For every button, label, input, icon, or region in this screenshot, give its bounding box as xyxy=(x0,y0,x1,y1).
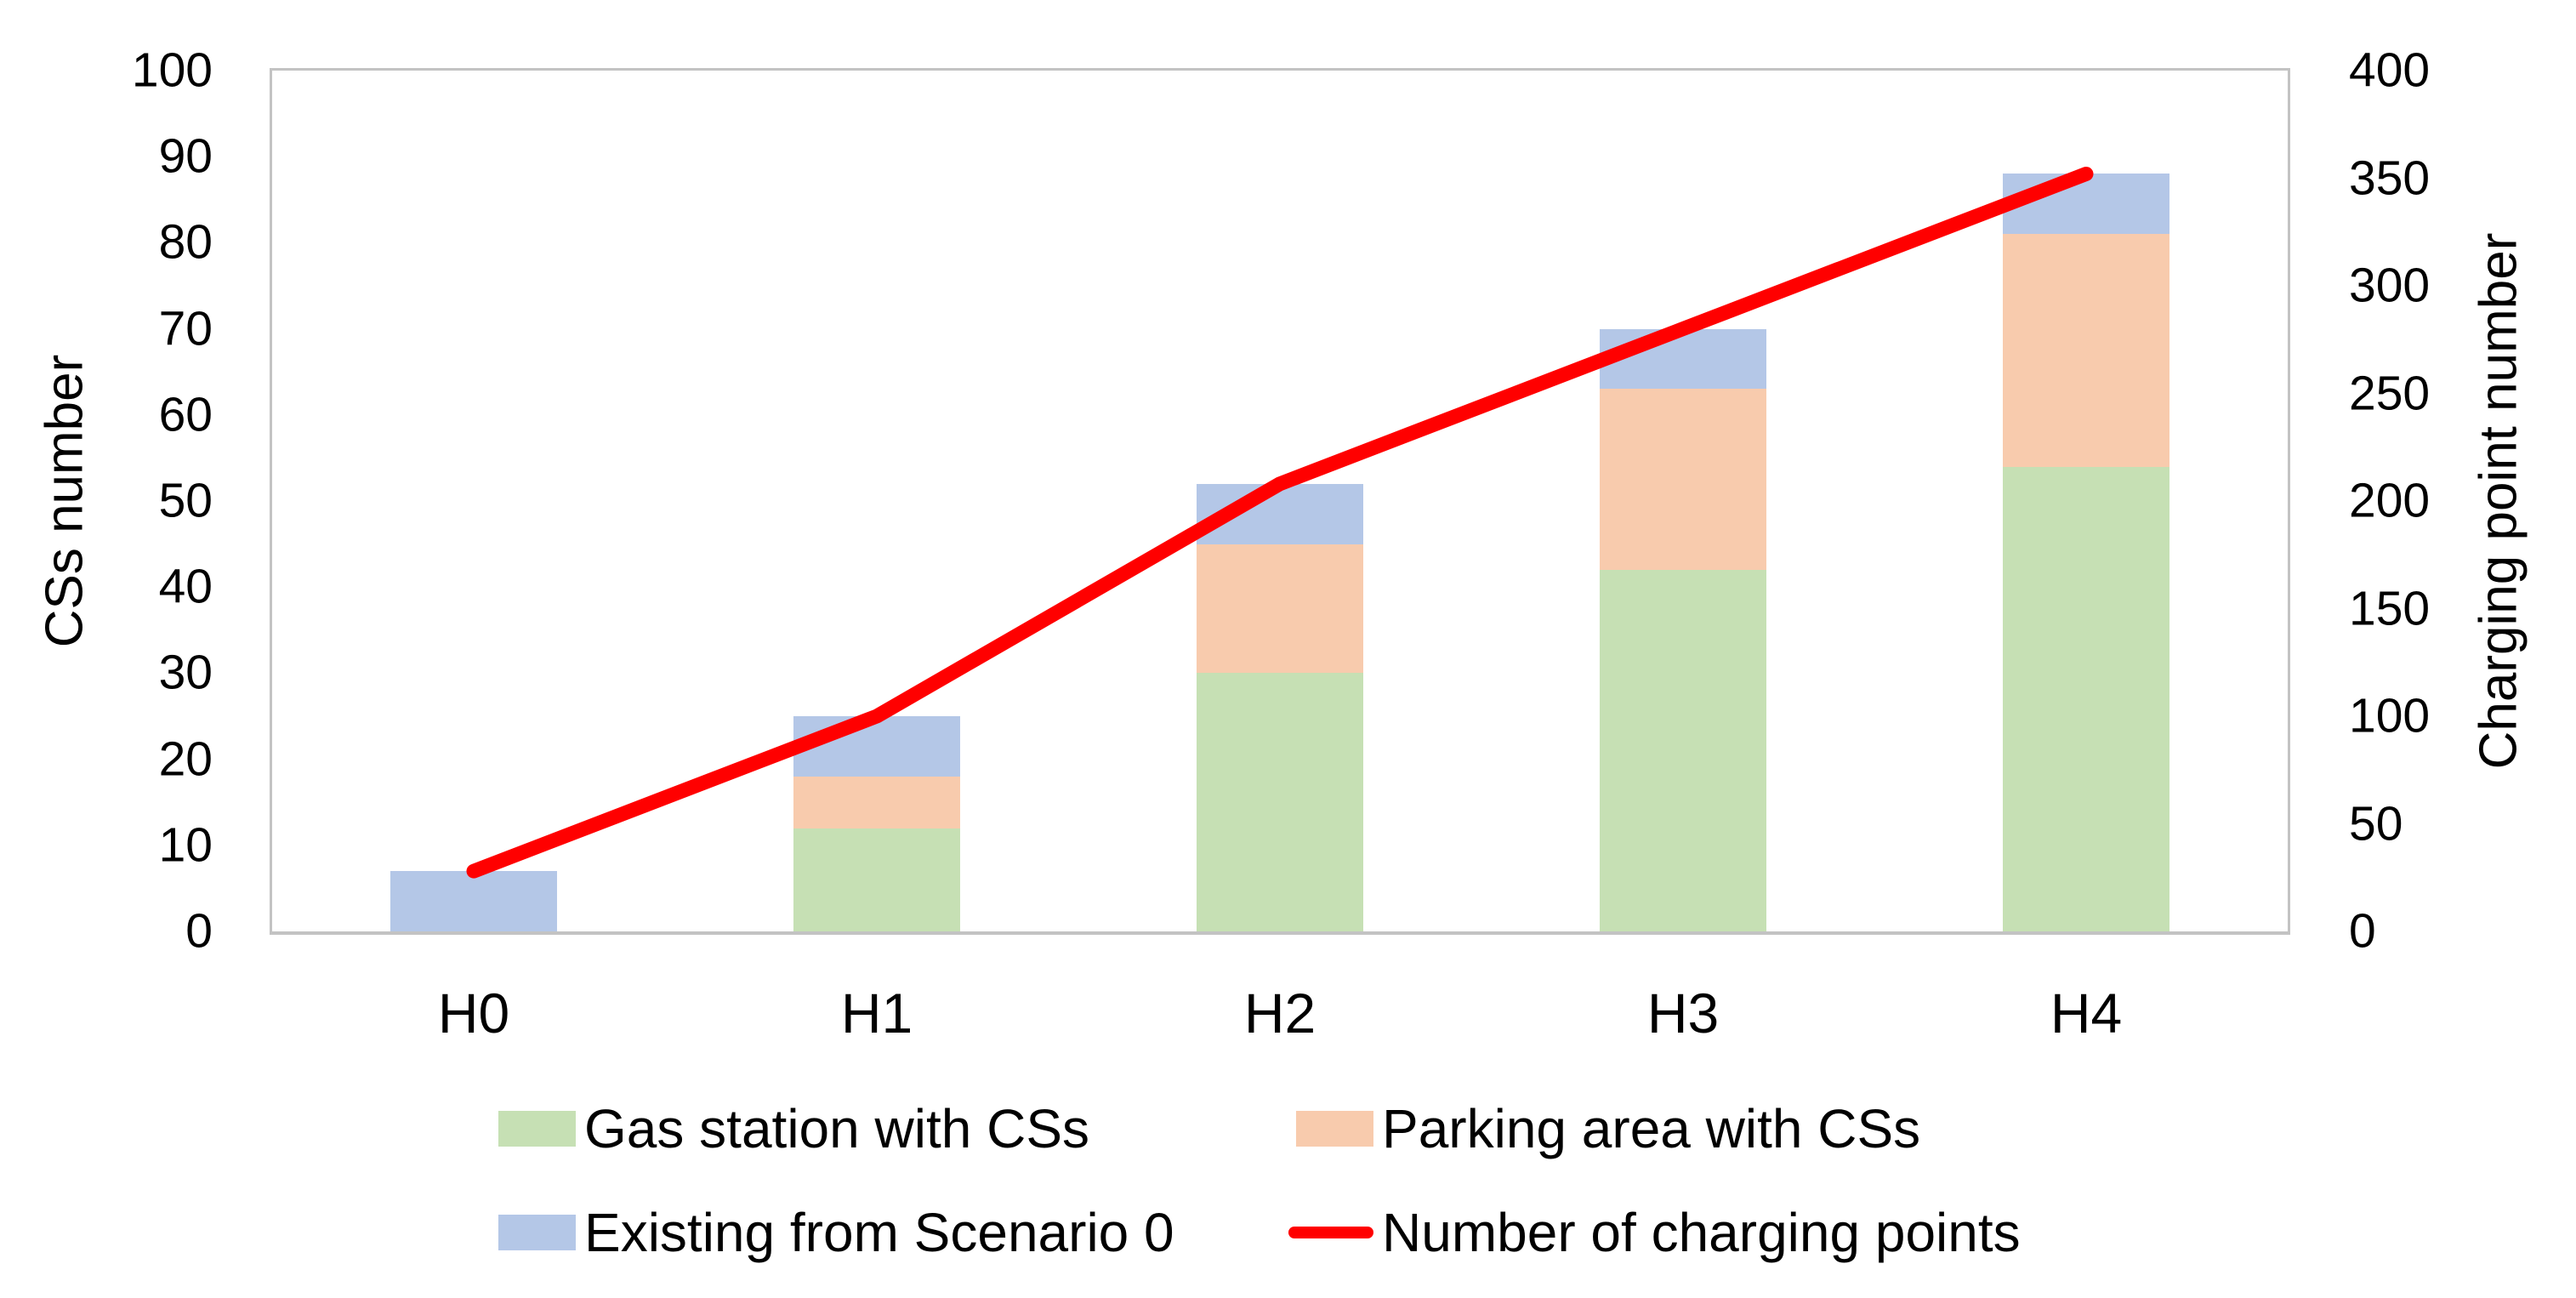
x-axis-label-H0: H0 xyxy=(437,982,510,1045)
left-axis-tick-100: 100 xyxy=(131,43,213,98)
right-axis-tick-350: 350 xyxy=(2349,151,2431,205)
bar-segment-H3-gas-station-with-css xyxy=(1600,569,1766,931)
bar-segment-H1-parking-area-with-css xyxy=(793,776,960,828)
left-axis-tick-0: 0 xyxy=(185,903,213,959)
legend-label-gas-station-with-css: Gas station with CSs xyxy=(584,1098,1089,1159)
right-axis-tick-300: 300 xyxy=(2349,258,2431,313)
bar-segment-H2-gas-station-with-css xyxy=(1197,673,1363,931)
bar-segment-H4-existing-from-scenario-0 xyxy=(2003,174,2169,235)
legend-item-existing-from-scenario-0: Existing from Scenario 0 xyxy=(498,1202,1174,1263)
left-axis-tick-60: 60 xyxy=(158,387,213,442)
legend-swatch-existing-from-scenario-0 xyxy=(498,1215,576,1250)
legend-item-number-of-charging-points: Number of charging points xyxy=(1288,1202,2021,1263)
right-axis-title: Charging point number xyxy=(2469,232,2528,770)
legend-swatch-parking-area-with-css xyxy=(1296,1111,1373,1147)
bar-segment-H3-existing-from-scenario-0 xyxy=(1600,328,1766,390)
bar-H2 xyxy=(1197,483,1363,931)
x-axis-label-H2: H2 xyxy=(1243,982,1316,1045)
bar-segment-H4-gas-station-with-css xyxy=(2003,466,2169,931)
bar-segment-H3-parking-area-with-css xyxy=(1600,389,1766,570)
bar-H1 xyxy=(793,716,960,931)
left-axis-tick-20: 20 xyxy=(158,732,213,787)
bar-segment-H0-existing-from-scenario-0 xyxy=(390,871,557,931)
legend-label-parking-area-with-css: Parking area with CSs xyxy=(1382,1098,1921,1159)
right-axis-tick-250: 250 xyxy=(2349,366,2431,420)
legend-item-parking-area-with-css: Parking area with CSs xyxy=(1296,1098,1920,1159)
bar-segment-H1-gas-station-with-css xyxy=(793,828,960,931)
x-axis-label-H1: H1 xyxy=(840,982,913,1045)
left-axis-tick-10: 10 xyxy=(158,817,213,873)
legend-label-number-of-charging-points: Number of charging points xyxy=(1382,1202,2021,1263)
left-axis-tick-40: 40 xyxy=(158,559,213,614)
legend-item-gas-station-with-css: Gas station with CSs xyxy=(498,1098,1089,1159)
right-axis-tick-400: 400 xyxy=(2349,43,2431,98)
x-axis-label-H4: H4 xyxy=(2050,982,2123,1045)
right-axis-tick-0: 0 xyxy=(2349,903,2376,959)
left-axis-tick-50: 50 xyxy=(158,473,213,528)
bar-segment-H2-parking-area-with-css xyxy=(1197,544,1363,674)
right-axis-tick-200: 200 xyxy=(2349,473,2431,528)
left-axis-tick-70: 70 xyxy=(158,301,213,356)
right-axis-tick-100: 100 xyxy=(2349,688,2431,743)
legend-label-existing-from-scenario-0: Existing from Scenario 0 xyxy=(584,1202,1174,1263)
bar-H4 xyxy=(2003,174,2169,931)
right-axis-tick-50: 50 xyxy=(2349,796,2403,851)
left-axis-tick-30: 30 xyxy=(158,645,213,700)
bar-segment-H4-parking-area-with-css xyxy=(2003,234,2169,467)
bar-segment-H1-existing-from-scenario-0 xyxy=(793,716,960,777)
bar-H3 xyxy=(1600,328,1766,931)
series-line-number-of-charging-points xyxy=(466,166,2094,879)
left-axis-tick-90: 90 xyxy=(158,128,213,184)
bar-H0 xyxy=(390,871,557,931)
legend-swatch-gas-station-with-css xyxy=(498,1111,576,1147)
x-axis-label-H3: H3 xyxy=(1646,982,1720,1045)
left-axis-tick-80: 80 xyxy=(158,214,213,270)
right-axis-tick-150: 150 xyxy=(2349,581,2431,635)
legend-line-swatch-number-of-charging-points xyxy=(1288,1227,1373,1238)
line-layer xyxy=(466,166,2094,879)
